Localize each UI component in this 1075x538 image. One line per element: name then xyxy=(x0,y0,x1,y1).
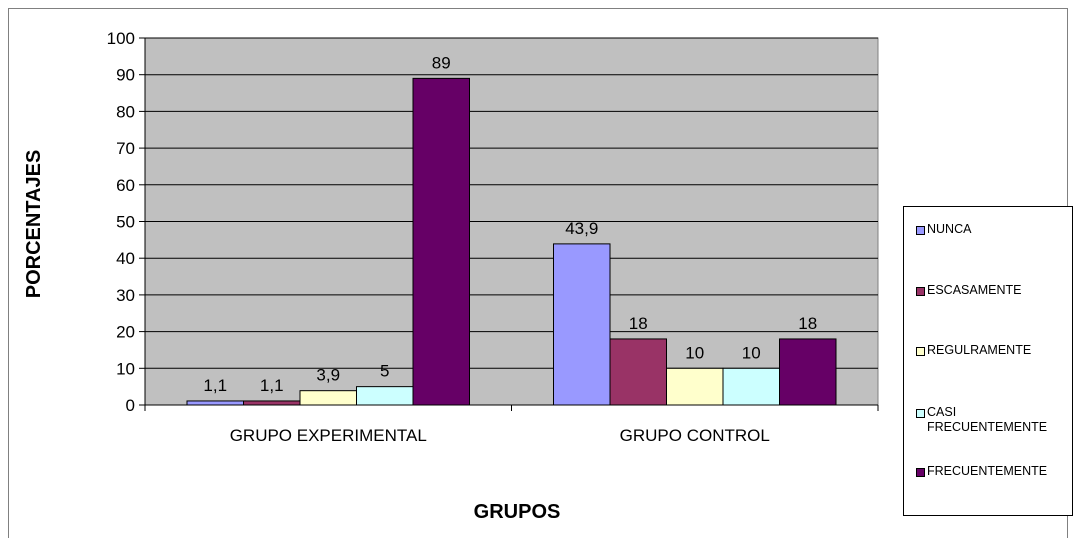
bar xyxy=(186,400,244,406)
y-tick-label: 10 xyxy=(116,359,135,378)
legend-label: FRECUENTEMENTE xyxy=(927,464,1048,478)
legend-label: ESCASAMENTE xyxy=(927,283,1022,297)
legend-swatch xyxy=(916,226,925,235)
data-label: 89 xyxy=(432,53,451,72)
bar xyxy=(666,367,724,406)
data-label: 5 xyxy=(380,362,389,381)
legend-swatch xyxy=(916,347,925,356)
legend-swatch xyxy=(916,287,925,296)
bar xyxy=(722,367,780,406)
legend-item: ESCASAMENTE xyxy=(916,283,1075,298)
legend-swatch xyxy=(916,468,925,477)
data-label: 43,9 xyxy=(565,219,598,238)
legend-label: REGULRAMENTE xyxy=(927,343,1032,357)
data-label: 10 xyxy=(742,343,761,362)
y-axis-title: PORCENTAJES xyxy=(23,150,45,299)
y-tick-label: 20 xyxy=(116,323,135,342)
data-label: 10 xyxy=(685,343,704,362)
data-label: 1,1 xyxy=(260,376,284,395)
legend-label: CASI FRECUENTEMENTE xyxy=(927,405,1048,434)
y-tick-label: 90 xyxy=(116,66,135,85)
legend-item: NUNCA xyxy=(916,222,1075,237)
y-tick-label: 30 xyxy=(116,286,135,305)
bar xyxy=(412,77,470,406)
legend-label: NUNCA xyxy=(927,222,972,236)
data-label: 3,9 xyxy=(316,366,340,385)
y-tick-label: 40 xyxy=(116,249,135,268)
bar xyxy=(356,386,414,406)
legend-swatch xyxy=(916,409,925,418)
x-axis-title: GRUPOS xyxy=(474,501,561,523)
y-tick-label: 100 xyxy=(107,29,135,48)
category-label: GRUPO EXPERIMENTAL xyxy=(230,426,427,445)
bar xyxy=(243,400,301,406)
y-tick-label: 80 xyxy=(116,102,135,121)
bar xyxy=(553,243,611,406)
bar xyxy=(779,338,837,406)
bar xyxy=(609,338,667,406)
bar xyxy=(299,390,357,406)
data-label: 18 xyxy=(798,314,817,333)
y-tick-label: 50 xyxy=(116,213,135,232)
category-label: GRUPO CONTROL xyxy=(620,426,770,445)
y-tick-label: 0 xyxy=(126,396,135,415)
data-label: 1,1 xyxy=(203,376,227,395)
y-tick-label: 60 xyxy=(116,176,135,195)
y-tick-label: 70 xyxy=(116,139,135,158)
legend-item: CASI FRECUENTEMENTE xyxy=(916,405,1075,435)
legend-item: REGULRAMENTE xyxy=(916,343,1075,358)
legend-item: FRECUENTEMENTE xyxy=(916,464,1075,479)
legend: NUNCA ESCASAMENTE REGULRAMENTE CASI FRECUEN… xyxy=(903,206,1073,516)
data-label: 18 xyxy=(629,314,648,333)
